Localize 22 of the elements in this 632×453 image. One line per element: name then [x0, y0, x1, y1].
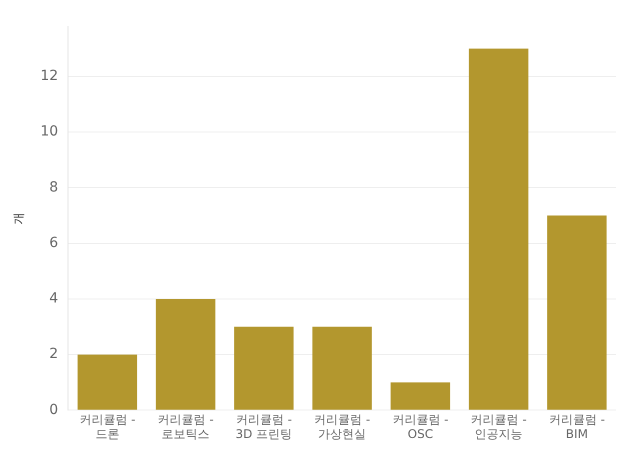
x-tick-label: 커리큘럼 - 3D 프린팅: [236, 412, 292, 441]
x-tick-label: 커리큘럼 - BIM: [548, 412, 605, 441]
bar: [547, 216, 607, 410]
y-tick-label: 6: [49, 234, 58, 251]
y-tick-label: 10: [40, 124, 58, 140]
y-tick-label: 4: [49, 290, 58, 307]
y-axis-title: 개: [11, 212, 26, 224]
x-tick-label: 커리큘럼 - 가상현실: [314, 412, 370, 441]
x-tick-label: 커리큘럼 - 로보틱스: [158, 412, 214, 441]
y-tick-label: 0: [49, 402, 58, 418]
y-tick-label: 12: [40, 68, 58, 84]
x-tick-label: 커리큘럼 - OSC: [392, 412, 448, 441]
y-tick-label: 8: [49, 179, 58, 196]
bar: [468, 48, 528, 410]
bar: [156, 298, 216, 410]
y-tick-label: 2: [49, 346, 58, 362]
bar: [78, 354, 138, 410]
x-tick-label: 커리큘럼 - 인공지능: [470, 412, 527, 441]
bar: [234, 326, 294, 410]
bar: [312, 326, 372, 410]
x-tick-label: 커리큘럼 - 드론: [79, 412, 136, 441]
bar: [390, 382, 450, 410]
